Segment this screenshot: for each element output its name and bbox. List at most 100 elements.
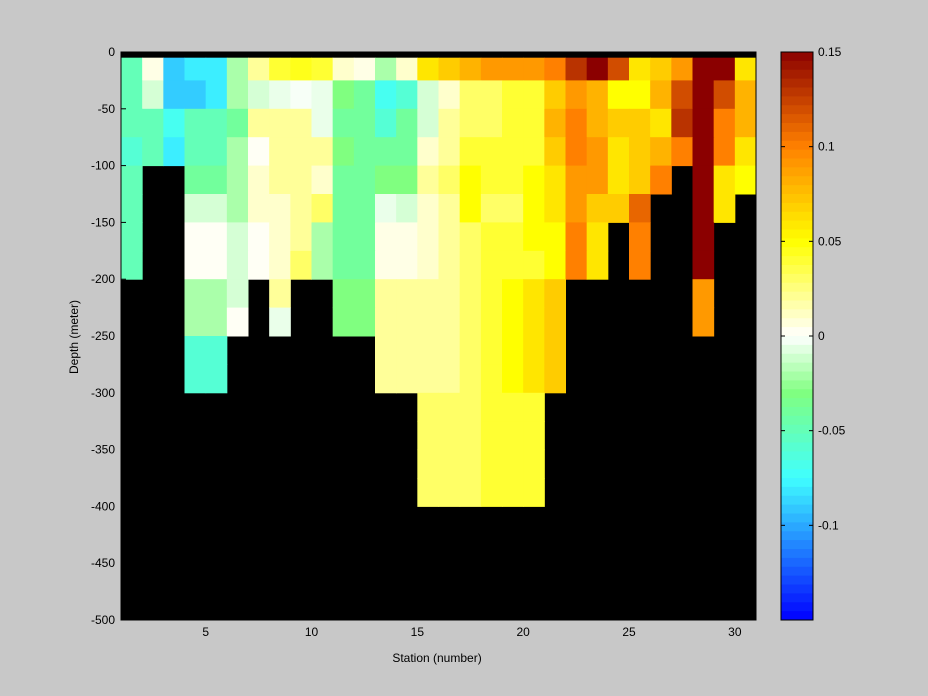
heatmap-cell [332,108,355,138]
heatmap-cell [544,250,566,280]
heatmap-cell [375,57,397,81]
heatmap-cell [523,165,545,195]
heatmap-cell [396,108,418,138]
heatmap-cell [480,478,503,507]
heatmap-cell [290,57,312,81]
heatmap-cell [565,108,588,138]
heatmap-cell [502,392,524,422]
heatmap-cell [586,57,609,81]
heatmap-cell [396,222,418,252]
heatmap-cell [544,80,566,110]
heatmap-cell [184,194,207,223]
heatmap-cell [311,250,334,280]
heatmap-cell [396,279,418,309]
colorbar-segment [781,69,813,80]
heatmap-cell [226,307,249,337]
heatmap-cell [417,222,439,252]
heatmap-cell [692,80,715,110]
heatmap-cell [692,279,715,309]
heatmap-cell [480,57,503,81]
heatmap-cell [396,80,418,110]
heatmap-cell [459,421,482,451]
heatmap-cell [734,80,757,110]
heatmap-cell [523,108,545,138]
heatmap-cell [438,165,461,195]
heatmap-cell [565,80,588,110]
colorbar-segment [781,486,813,497]
heatmap-cell [629,108,651,138]
heatmap-cell [184,137,207,167]
heatmap-cell [332,57,355,81]
heatmap-cell [629,165,651,195]
heatmap-cell [205,279,228,309]
heatmap-cell [396,250,418,280]
heatmap-cell [205,194,228,223]
heatmap-cell [565,137,588,167]
heatmap-cell [523,364,545,394]
heatmap-cell [184,250,207,280]
heatmap-cell [311,222,334,252]
heatmap-cell [311,108,334,138]
heatmap-cell [523,57,545,81]
heatmap-cell [671,108,693,138]
heatmap-cell [353,137,376,167]
heatmap-cell [248,194,270,223]
heatmap-cell [459,307,482,337]
heatmap-cell [565,250,588,280]
heatmap-cell [607,194,630,223]
heatmap-cell [142,137,164,167]
heatmap-cell [184,165,207,195]
heatmap-cell [692,165,715,195]
x-tick-label: 5 [202,625,209,639]
heatmap-cell [184,307,207,337]
heatmap-cell [226,222,249,252]
colorbar-segment [781,336,813,346]
colorbar-segment [781,202,813,213]
heatmap-cell [248,108,270,138]
heatmap-cell [607,165,630,195]
colorbar-segment [781,318,813,328]
heatmap-cell [459,336,482,365]
heatmap-cell [502,165,524,195]
colorbar-segment [781,398,813,408]
heatmap-cell [417,194,439,223]
heatmap-cell [586,137,609,167]
heatmap-cell [353,279,376,309]
heatmap-cell [480,222,503,252]
heatmap-cell [290,108,312,138]
heatmap-cell [417,478,439,507]
heatmap-cell [417,421,439,451]
heatmap-cell [438,222,461,252]
colorbar-segment [781,78,813,88]
heatmap-cell [375,137,397,167]
heatmap-cell [565,57,588,81]
heatmap-cell [502,421,524,451]
heatmap-cell [502,194,524,223]
heatmap-cell [375,307,397,337]
heatmap-cell [438,364,461,394]
heatmap-cell [396,336,418,365]
colorbar-segment [781,114,813,124]
colorbar-segment [781,256,813,266]
colorbar-segment [781,96,813,106]
heatmap-cell [502,364,524,394]
heatmap-cell [523,307,545,337]
colorbar-segment [781,540,813,550]
colorbar-segment [781,602,813,612]
colorbar-segment [781,238,813,248]
colorbar-segment [781,380,813,390]
heatmap-cell [523,250,545,280]
heatmap-cell [438,57,461,81]
heatmap-cell [311,137,334,167]
colorbar-segment [781,575,813,585]
y-tick-label: -50 [98,102,116,116]
heatmap-cell [650,165,672,195]
heatmap-cell [523,392,545,422]
heatmap-cell [480,364,503,394]
heatmap-cell [586,222,609,252]
colorbar-segment [781,105,813,115]
heatmap-cell [248,250,270,280]
heatmap-cell [713,80,736,110]
heatmap-cell [290,194,312,223]
heatmap-cell [353,108,376,138]
